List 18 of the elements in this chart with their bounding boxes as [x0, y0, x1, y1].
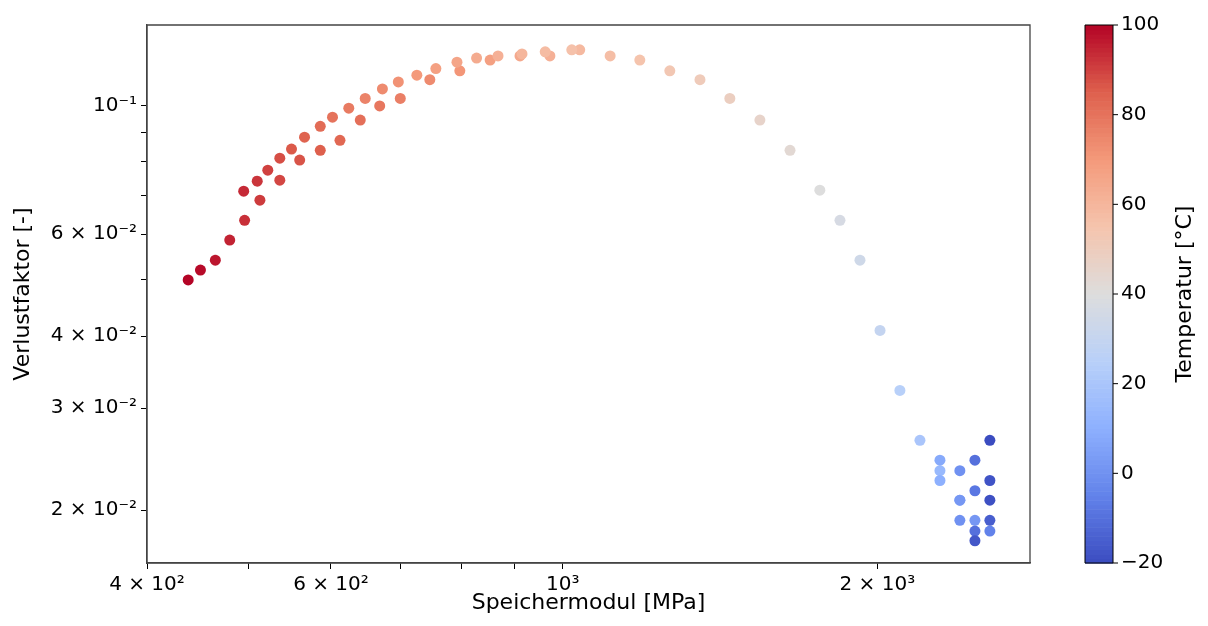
color-bar-label: 80: [1121, 100, 1147, 125]
y-axis-title: Verlustfaktor [-]: [8, 207, 34, 381]
x-tick-label: 10³: [546, 571, 580, 596]
y-tick-label: 10⁻¹: [92, 92, 137, 117]
color-bar-label: 60: [1121, 190, 1147, 215]
color-bar-label: 100: [1121, 11, 1160, 36]
y-tick-label: 4 × 10⁻²: [50, 322, 137, 347]
color-bar-label: −20: [1121, 549, 1164, 574]
color-bar-title: Temperatur [°C]: [1170, 205, 1196, 384]
color-bar-label: 40: [1121, 280, 1147, 305]
x-tick-label: 4 × 10²: [109, 571, 185, 596]
x-tick-label: 6 × 10²: [293, 571, 369, 596]
y-tick-label: 2 × 10⁻²: [50, 496, 137, 521]
x-tick-label: 2 × 10³: [839, 571, 916, 596]
color-bar-label: 20: [1121, 369, 1147, 394]
y-tick-label: 3 × 10⁻²: [50, 394, 137, 419]
color-bar-label: 0: [1121, 459, 1134, 484]
y-tick-label: 6 × 10⁻²: [50, 220, 137, 245]
